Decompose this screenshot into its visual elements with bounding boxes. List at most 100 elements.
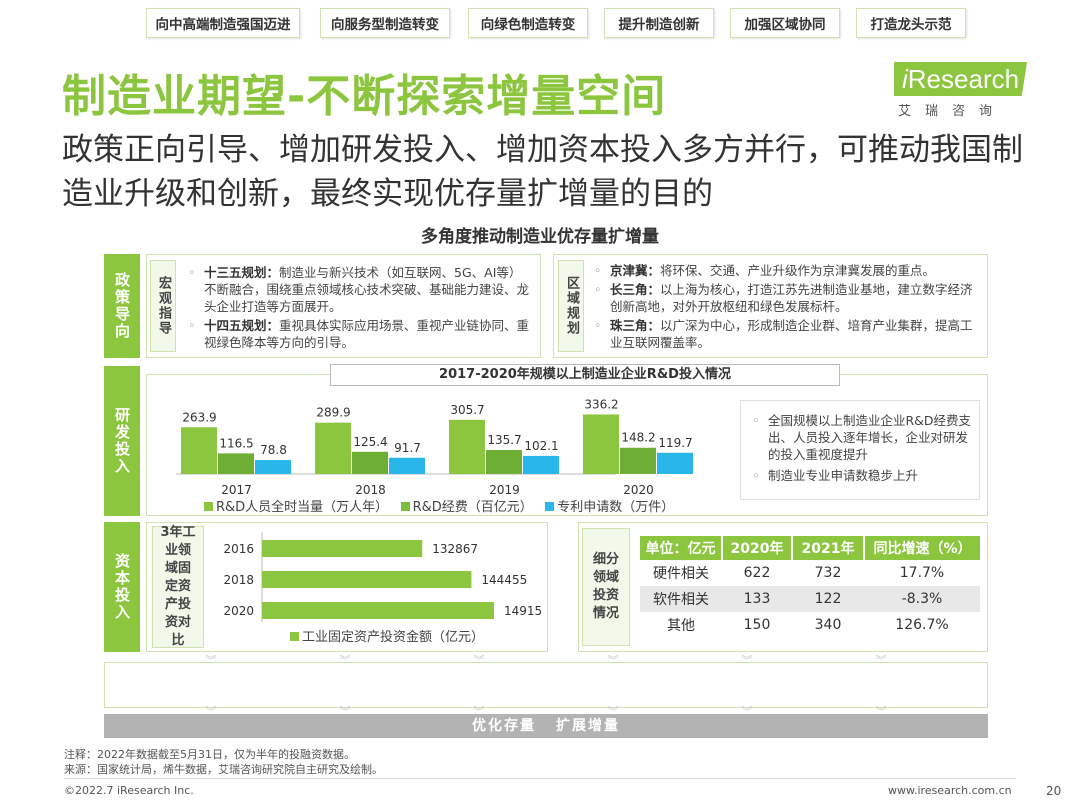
legend-swatch: [204, 502, 213, 511]
table-cell: 732: [814, 565, 842, 581]
table-cell: 622: [743, 565, 771, 581]
table-header: 2020年: [721, 536, 792, 560]
legend-item: 专利申请数（万件）: [545, 500, 674, 515]
table-row: 软件相关 133 122 -8.3%: [640, 586, 980, 612]
outcome-label: 扩展增量: [556, 718, 620, 734]
legend-label: 工业固定资产投资金额（亿元）: [302, 630, 485, 645]
note-line: 注释：2022年数据截至5月31日，仅为半年的投融资数据。: [64, 748, 355, 761]
note-line: 来源：国家统计局，烯牛数据，艾瑞咨询研究院自主研究及绘制。: [64, 763, 383, 776]
data-label: 135.7: [487, 433, 521, 447]
data-label: 289.9: [316, 406, 350, 420]
bar: [657, 452, 693, 474]
chevron-down-icon: ︾: [339, 654, 351, 667]
rd-side-label: 研发投入: [104, 366, 140, 516]
y-tick-label: 2018: [223, 573, 254, 587]
table-header: 单位：亿元: [640, 536, 722, 560]
bar: [262, 602, 494, 619]
rd-chart-title: 2017-2020年规模以上制造业企业R&D投入情况: [330, 364, 840, 386]
chevron-down-icon: ︾: [205, 654, 217, 667]
down-arrows-bottom: ︾ ︾ ︾ ︾ ︾ ︾: [104, 703, 988, 719]
data-label: 149154: [504, 604, 542, 618]
table-cell: 126.7%: [895, 617, 949, 633]
chevron-down-icon: ︾: [875, 654, 887, 667]
table-cell: 其他: [667, 618, 695, 634]
direction-item: 向服务型制造转变: [320, 8, 450, 38]
bar: [523, 455, 559, 474]
x-tick-label: 2020: [623, 483, 654, 497]
macro-item: 十四五规划：重视具体实际应用场景、重视产业链协同、重视绿色降本等方向的引导。: [186, 317, 531, 351]
data-label: 119.7: [658, 436, 692, 450]
data-label: 263.9: [182, 410, 216, 424]
direction-item: 向绿色制造转变: [468, 8, 588, 38]
iresearch-logo: iResearch 艾瑞咨询: [894, 62, 1028, 119]
region-bullets: 京津冀：将环保、交通、产业升级作为京津冀发展的重点。 长三角：以上海为核心，打造…: [592, 262, 980, 353]
capital-side-label: 资本投入: [104, 522, 140, 652]
outcome-bar: 优化存量 扩展增量: [104, 714, 988, 738]
outcome-label: 优化存量: [472, 718, 536, 734]
bar: [262, 571, 472, 588]
segment-label: 细分领域投资情况: [582, 528, 630, 646]
table-cell: 硬件相关: [653, 566, 709, 582]
policy-side-label: 政策导向: [104, 254, 140, 358]
chevron-down-icon: ︾: [741, 705, 753, 718]
down-arrows-top: ︾ ︾ ︾ ︾ ︾ ︾: [104, 652, 988, 668]
data-label: 91.7: [394, 441, 421, 455]
source-notes: 注释：2022年数据截至5月31日，仅为半年的投融资数据。 来源：国家统计局，烯…: [64, 747, 383, 777]
segment-investment-table: 单位：亿元 2020年 2021年 同比增速（%） 硬件相关 622 732 1…: [640, 536, 980, 638]
rd-notes: 全国规模以上制造业企业R&D经费支出、人员投入逐年增长，企业对研发的投入重视度提…: [750, 412, 976, 486]
page-number: 20: [1046, 784, 1062, 798]
bar: [486, 449, 522, 474]
section-title: 多角度推动制造业优存量扩增量: [421, 227, 659, 247]
chevron-down-icon: ︾: [607, 654, 619, 667]
direction-row: [104, 662, 988, 708]
macro-item: 十三五规划：制造业与新兴技术（如互联网、5G、AI等）不断融合，围绕重点领域核心…: [186, 264, 531, 315]
region-label: 区域规划: [558, 260, 584, 352]
copyright: ©2022.7 iResearch Inc.: [64, 784, 194, 797]
table-row: 其他 150 340 126.7%: [640, 612, 980, 638]
bar: [262, 540, 423, 557]
chevron-down-icon: ︾: [473, 705, 485, 718]
data-label: 78.8: [260, 443, 287, 457]
macro-bullets: 十三五规划：制造业与新兴技术（如互联网、5G、AI等）不断融合，围绕重点领域核心…: [186, 264, 531, 353]
data-label: 116.5: [219, 436, 253, 450]
bar: [315, 422, 351, 474]
bar: [389, 457, 425, 474]
direction-item: 向中高端制造强国迈进: [146, 8, 300, 38]
rd-note: 全国规模以上制造业企业R&D经费支出、人员投入逐年增长，企业对研发的投入重视度提…: [750, 412, 976, 463]
direction-item: 打造龙头示范: [856, 8, 966, 38]
x-tick-label: 2018: [355, 483, 386, 497]
chevron-down-icon: ︾: [339, 705, 351, 718]
rd-legend: R&D人员全时当量（万人年） R&D经费（百亿元） 专利申请数（万件）: [204, 496, 674, 515]
footer-divider: [64, 778, 1016, 779]
table-row: 硬件相关 622 732 17.7%: [640, 560, 980, 586]
table-cell: 122: [792, 586, 864, 612]
y-tick-label: 2016: [223, 542, 254, 556]
region-item: 长三角：以上海为核心，打造江苏先进制造业基地，建立数字经济创新高地，对外开放枢纽…: [592, 281, 980, 315]
legend-item: R&D人员全时当量（万人年）: [204, 500, 388, 515]
chevron-down-icon: ︾: [875, 705, 887, 718]
bar: [583, 414, 619, 474]
table-header: 2021年: [791, 536, 864, 560]
direction-item: 提升制造创新: [604, 8, 714, 38]
data-label: 148.2: [621, 431, 655, 445]
region-item: 京津冀：将环保、交通、产业升级作为京津冀发展的重点。: [592, 262, 980, 279]
data-label: 305.7: [450, 403, 484, 417]
data-label: 125.4: [353, 435, 387, 449]
region-item: 珠三角：以广深为中心，形成制造企业群、培育产业集群，提高工业互联网覆盖率。: [592, 317, 980, 351]
macro-label: 宏观指导: [150, 260, 176, 352]
table-cell: 150: [743, 617, 771, 633]
direction-item: 加强区域协同: [730, 8, 840, 38]
table-header-row: 单位：亿元 2020年 2021年 同比增速（%）: [640, 536, 980, 560]
legend-item: R&D经费（百亿元）: [400, 500, 533, 515]
bar: [352, 451, 388, 474]
legend-swatch: [545, 502, 555, 511]
table-cell: -8.3%: [864, 586, 980, 612]
bar: [181, 427, 217, 474]
data-label: 336.2: [584, 397, 618, 411]
bar: [218, 453, 254, 474]
chevron-down-icon: ︾: [205, 705, 217, 718]
fixed-asset-legend: 工业固定资产投资金额（亿元）: [290, 626, 484, 645]
bar: [620, 447, 656, 474]
table-header: 同比增速（%）: [863, 536, 980, 560]
